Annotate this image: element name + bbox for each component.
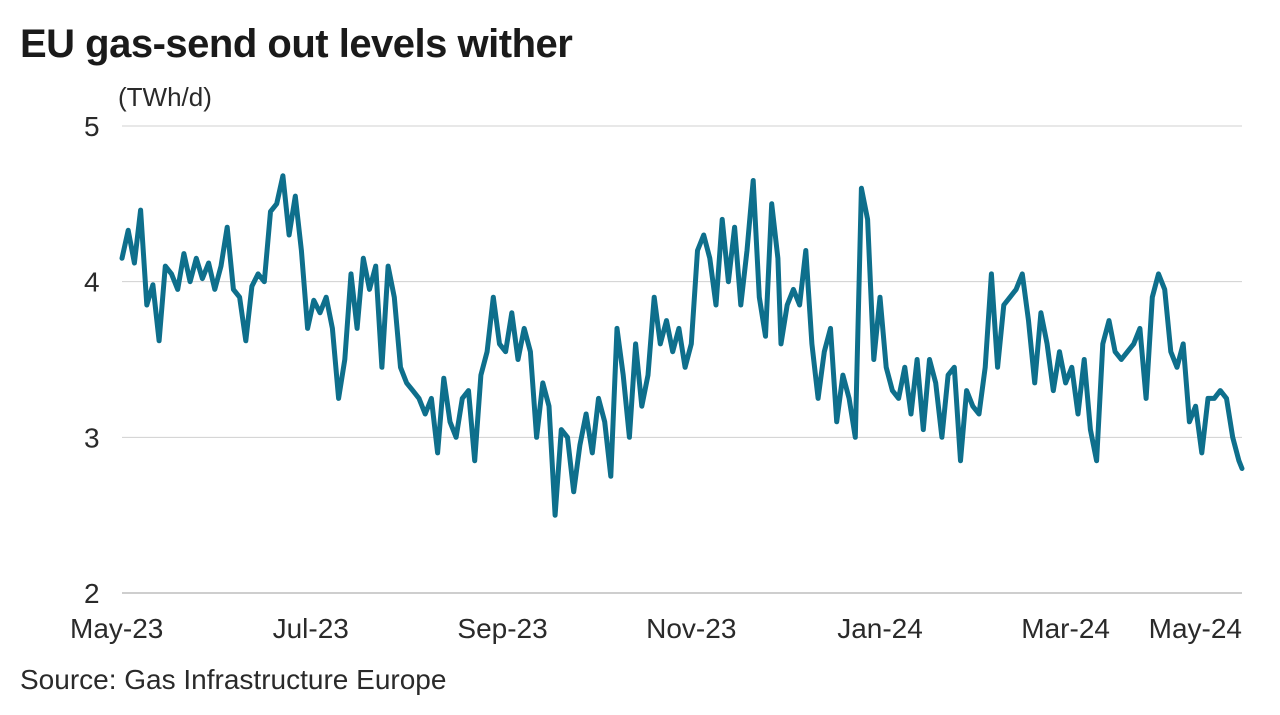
x-tick-label: Nov-23 [646, 613, 736, 644]
y-tick-label: 2 [84, 578, 100, 609]
source-note: Source: Gas Infrastructure Europe [20, 664, 447, 695]
chart-title: EU gas-send out levels wither [20, 22, 573, 66]
series-line [119, 173, 1245, 518]
y-tick-label: 5 [84, 111, 100, 142]
y-tick-label: 4 [84, 267, 100, 298]
x-tick-label: May-23 [70, 613, 163, 644]
x-tick-label: Sep-23 [457, 613, 547, 644]
series-group [119, 173, 1245, 518]
y-tick-label: 3 [84, 422, 100, 453]
gridlines [122, 125, 1242, 594]
x-tick-label: May-24 [1149, 613, 1242, 644]
x-axis-labels: May-23 Jul-23 Sep-23 Nov-23 Jan-24 Mar-24 May-… [70, 613, 1242, 644]
x-tick-label: Jul-23 [273, 613, 349, 644]
x-tick-label: Jan-24 [837, 613, 923, 644]
x-tick-label: Mar-24 [1021, 613, 1110, 644]
y-axis-labels: 2 3 4 5 [84, 111, 100, 609]
unit-label: (TWh/d) [118, 82, 212, 112]
